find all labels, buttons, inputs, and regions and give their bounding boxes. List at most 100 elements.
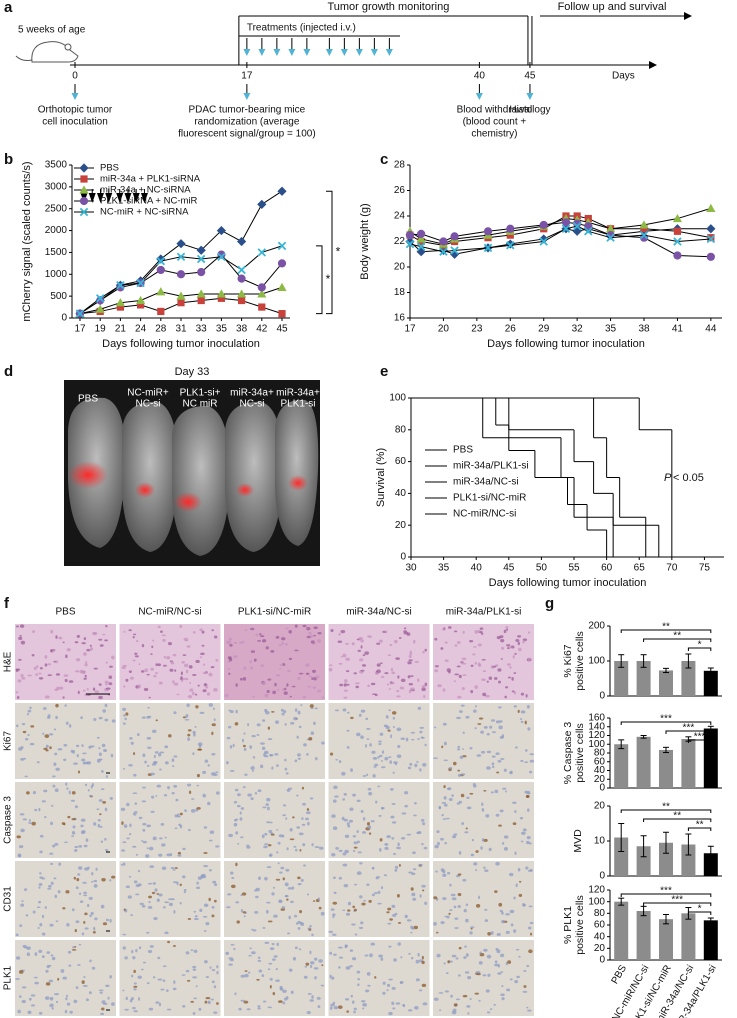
cell xyxy=(93,718,97,722)
significance-label: ** xyxy=(696,820,704,831)
cell xyxy=(406,919,412,922)
cell xyxy=(244,973,249,978)
significance-label: * xyxy=(698,640,702,651)
event-label: cell inoculation xyxy=(42,117,108,128)
cell xyxy=(227,641,232,645)
cell xyxy=(144,668,148,673)
cell xyxy=(494,676,498,680)
cell xyxy=(141,904,146,908)
cell xyxy=(235,862,238,867)
cell xyxy=(419,894,422,898)
marker xyxy=(640,225,648,233)
histology-tile xyxy=(433,624,534,700)
cell xyxy=(456,665,461,668)
cell xyxy=(33,666,37,671)
row-label: Caspase 3 xyxy=(3,796,14,844)
cell xyxy=(203,826,208,829)
cell xyxy=(456,748,461,751)
cell xyxy=(53,877,57,880)
cell xyxy=(498,680,501,684)
cell xyxy=(265,803,269,807)
cell xyxy=(166,989,169,993)
cell xyxy=(26,952,31,957)
cell xyxy=(421,685,426,689)
cell xyxy=(146,847,149,850)
cell xyxy=(158,752,162,757)
marker xyxy=(277,241,287,251)
cell xyxy=(75,886,79,890)
cell xyxy=(266,797,271,802)
cell xyxy=(410,687,415,690)
cell xyxy=(458,946,462,950)
cell xyxy=(424,682,428,687)
cell xyxy=(68,680,74,683)
cell xyxy=(443,741,447,746)
cell xyxy=(36,761,40,764)
cell xyxy=(229,770,235,772)
marker xyxy=(506,224,515,233)
cell xyxy=(133,773,137,777)
cell xyxy=(471,838,474,842)
cell xyxy=(89,914,92,917)
image-label: miR-34a+ xyxy=(230,388,274,399)
cell xyxy=(310,640,315,644)
y-tick-label: 20 xyxy=(594,943,606,954)
cell xyxy=(240,999,245,1002)
cell xyxy=(228,963,233,966)
cell xyxy=(407,661,412,665)
cell xyxy=(45,744,49,749)
cell xyxy=(123,824,128,828)
cell xyxy=(269,754,272,757)
cell xyxy=(362,816,366,821)
cell xyxy=(302,624,307,628)
cell xyxy=(295,922,299,925)
cell xyxy=(88,991,92,995)
cell xyxy=(233,641,238,645)
cell xyxy=(408,952,411,955)
y-tick-label: 20 xyxy=(594,774,606,785)
cell xyxy=(470,926,475,929)
cell xyxy=(88,745,92,749)
legend-label: miR-34a/PLK1-si xyxy=(453,461,529,472)
cell xyxy=(457,745,460,749)
cell xyxy=(21,677,26,680)
cell xyxy=(433,922,437,926)
y-tick-label: 60 xyxy=(594,920,606,931)
cell xyxy=(99,991,103,994)
cell xyxy=(274,753,279,756)
cell xyxy=(243,732,246,735)
cell xyxy=(135,639,139,643)
cell xyxy=(48,884,52,888)
cell xyxy=(82,984,88,987)
cell xyxy=(392,716,396,720)
y-tick-label: 500 xyxy=(50,291,67,302)
cell xyxy=(247,793,252,797)
cell xyxy=(470,664,474,667)
cell xyxy=(239,817,243,821)
cell xyxy=(211,968,216,972)
tile-bg xyxy=(224,940,325,1016)
cell xyxy=(83,652,87,656)
cell xyxy=(159,751,165,754)
cell xyxy=(155,663,158,667)
cell xyxy=(474,705,478,708)
cell xyxy=(347,824,351,828)
event-label: fluorescent signal/group = 100) xyxy=(178,129,316,140)
cell xyxy=(343,792,347,796)
cell xyxy=(187,695,193,699)
cell xyxy=(15,956,21,960)
cell xyxy=(44,655,48,659)
cell xyxy=(344,834,350,838)
bar xyxy=(659,749,673,788)
cell xyxy=(436,830,440,834)
cell xyxy=(272,886,276,889)
cell xyxy=(483,725,488,729)
cell xyxy=(65,890,70,894)
marker xyxy=(706,234,716,244)
cell xyxy=(517,867,521,872)
cell xyxy=(528,842,532,845)
cell xyxy=(472,653,476,656)
bar xyxy=(614,901,629,960)
cell xyxy=(454,644,458,647)
cell xyxy=(343,683,347,687)
